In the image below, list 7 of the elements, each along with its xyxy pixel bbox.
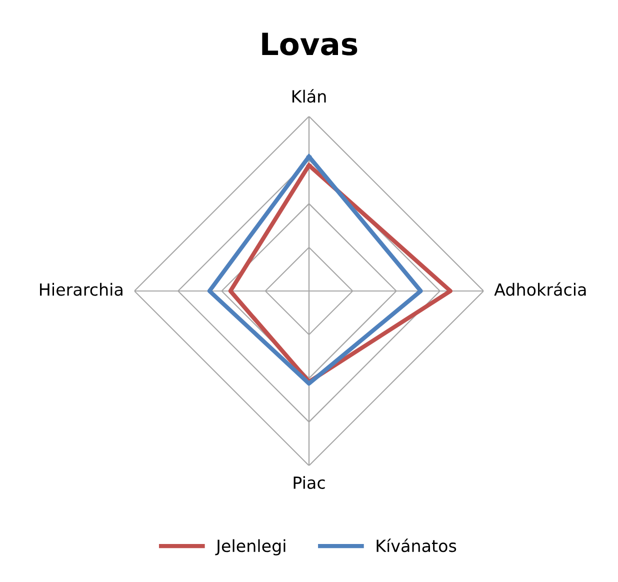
spoke-label: Hierarchia: [40, 282, 122, 296]
legend-label: Kívánatos: [376, 538, 456, 552]
legend-label: Jelenlegi: [215, 539, 286, 556]
spoke-label: Piac: [294, 476, 325, 489]
spoke-label: Klán: [292, 89, 326, 103]
spoke-label: Adhokrácia: [494, 282, 586, 296]
chart-title: Lovas: [262, 32, 358, 56]
